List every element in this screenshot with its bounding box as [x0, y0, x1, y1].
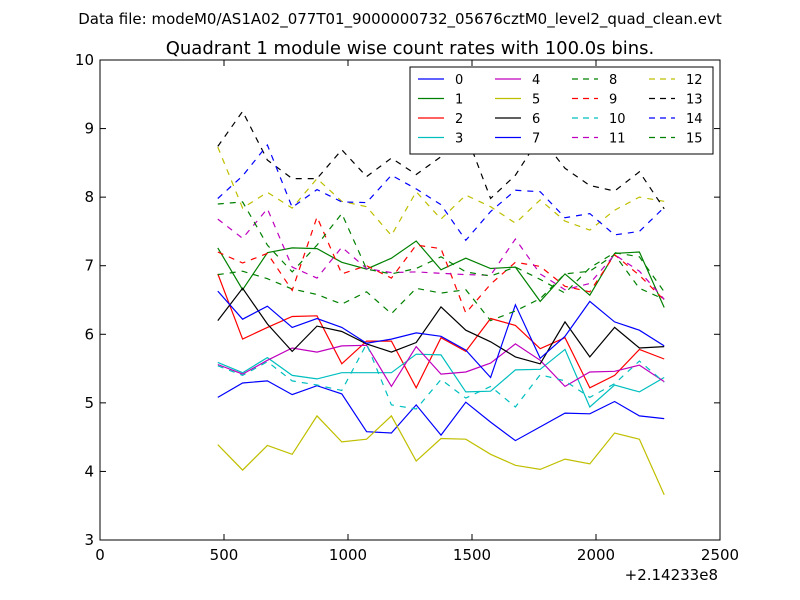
series-line-7 [217, 290, 665, 379]
x-tick-label-1000: 1000 [329, 546, 367, 564]
series-line-11 [217, 207, 665, 300]
x-tick-label-2500: 2500 [701, 546, 739, 564]
series-line-15 [217, 201, 665, 294]
series-line-6 [217, 287, 665, 365]
y-tick-label-7: 7 [84, 257, 94, 275]
series-line-1 [217, 240, 665, 308]
series-line-4 [217, 343, 665, 388]
series-line-3 [217, 348, 665, 408]
legend-label-6: 6 [532, 112, 540, 127]
legend-label-5: 5 [532, 93, 540, 108]
y-tick-label-4: 4 [84, 462, 94, 480]
series-line-10 [217, 342, 665, 410]
legend-label-9: 9 [609, 93, 617, 108]
x-tick-label-0: 0 [95, 546, 105, 564]
series-line-14 [217, 143, 665, 242]
x-tick-label-2000: 2000 [577, 546, 615, 564]
chart-title: Quadrant 1 module wise count rates with … [166, 38, 655, 59]
series-line-5 [217, 414, 665, 495]
legend-label-4: 4 [532, 73, 540, 88]
legend-label-1: 1 [455, 93, 463, 108]
legend-label-2: 2 [455, 112, 463, 127]
legend-label-13: 13 [686, 93, 703, 108]
legend-label-14: 14 [686, 112, 703, 127]
y-tick-label-3: 3 [84, 531, 94, 549]
legend-label-8: 8 [609, 73, 617, 88]
series-line-12 [217, 146, 665, 237]
y-tick-label-9: 9 [84, 120, 94, 138]
legend-label-11: 11 [609, 132, 626, 147]
legend-label-15: 15 [686, 132, 703, 147]
y-tick-label-6: 6 [84, 325, 94, 343]
y-tick-label-10: 10 [75, 51, 94, 69]
legend-label-10: 10 [609, 112, 626, 127]
legend-label-3: 3 [455, 132, 463, 147]
x-tick-label-500: 500 [210, 546, 239, 564]
figure-suptitle: Data file: modeM0/AS1A02_077T01_90000007… [78, 10, 722, 29]
x-offset-label: +2.14233e8 [625, 566, 718, 584]
series-layer [217, 110, 665, 495]
y-tick-label-5: 5 [84, 394, 94, 412]
legend-label-12: 12 [686, 73, 703, 88]
y-tick-label-8: 8 [84, 188, 94, 206]
legend-label-0: 0 [455, 73, 463, 88]
x-tick-label-1500: 1500 [453, 546, 491, 564]
series-line-0 [217, 380, 665, 442]
legend-label-7: 7 [532, 132, 540, 147]
legend-box [409, 66, 714, 155]
series-line-9 [217, 215, 665, 315]
series-line-2 [217, 273, 665, 390]
